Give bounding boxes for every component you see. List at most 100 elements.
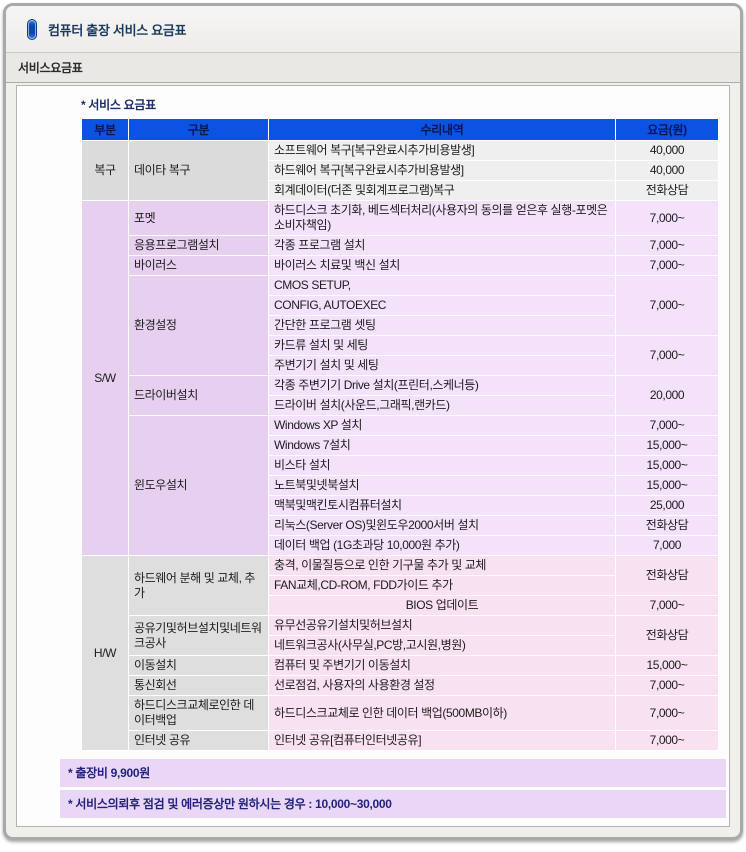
category-cell: 환경설정 [128,275,269,376]
col-header-category: 구분 [128,118,269,141]
table-row: 드라이버설치 각종 주변기기 Drive 설치(프린터,스케너등) 20,000 [82,375,719,416]
price-cell: 40,000 [615,160,719,181]
detail-cell: CONFIG, AUTOEXEC [268,295,616,316]
detail-cell: 각종 주변기기 Drive 설치(프린터,스케너등) [268,375,616,396]
detail-cell: 노트북및넷북설치 [268,475,616,496]
table-row: 주변기기 설치 및 세팅 [82,355,719,376]
detail-cell: 회계데이터(더존 및회계프로그램)복구 [268,180,616,201]
table-head: 부분 구분 수리내역 요금(원) [81,118,719,141]
category-cell: 통신회선 [128,675,269,696]
section-strip: 서비스요금표 [6,52,740,83]
table-caption: * 서비스 요금표 [81,98,156,112]
detail-cell: 각종 프로그램 설치 [268,235,616,256]
category-cell: 공유기및허브설치및네트워크공사 [128,615,269,656]
col-header-part: 부분 [81,118,129,141]
category-cell: 바이러스 [128,255,269,276]
category-cell: 하드디스크교체로인한 데이터백업 [128,695,269,731]
table-row: S/W 포멧 하드디스크 초기화, 베드섹터처리(사용자의 동의를 얻은후 실행-포… [81,200,719,556]
detail-cell: 맥북및맥킨토시컴퓨터설치 [268,495,616,516]
part-cell: 복구 [81,140,129,201]
price-cell: 7,000~ [615,415,719,436]
category-cell: 인터넷 공유 [128,730,269,751]
col-header-price: 요금(원) [615,118,719,141]
table-row: 비스타 설치 15,000~ [82,455,719,476]
price-cell: 7,000~ [615,335,719,376]
detail-cell: 바이러스 치료및 백신 설치 [268,255,616,276]
table-row: 하드디스크교체로인한 데이터백업 하드디스크교체로 인한 데이터 백업(500MB… [82,695,719,731]
detail-cell: 네트워크공사(사무실,PC방,고시원,병원) [268,635,616,656]
part-cell: S/W [81,200,129,556]
price-cell: 7,000~ [615,255,719,276]
price-cell: 15,000~ [615,475,719,496]
table-row: 환경설정 CMOS SETUP, 7,000~ [82,275,719,376]
table-row: H/W 하드웨어 분해 및 교체, 추가 충격, 이물질등으로 인한 기구물 추가 … [81,555,719,751]
price-cell: 25,000 [615,495,719,516]
detail-cell: 충격, 이물질등으로 인한 기구물 추가 및 교체 [268,555,616,576]
price-cell: 15,000~ [615,655,719,676]
table-row: 공유기및허브설치및네트워크공사 유무선공유기설치및허브설치 전화상담 [82,615,719,656]
detail-cell: 유무선공유기설치및허브설치 [268,615,616,636]
detail-cell: 하드디스크교체로 인한 데이터 백업(500MB이하) [268,695,616,731]
price-cell: 7,000~ [615,200,719,236]
table-row: CONFIG, AUTOEXEC [82,295,719,316]
detail-cell: FAN교체,CD-ROM, FDD가이드 추가 [268,575,616,596]
table-row: 바이러스 바이러스 치료및 백신 설치 7,000~ [82,255,719,276]
category-cell: 하드웨어 분해 및 교체, 추가 [128,555,269,616]
table-row: 네트워크공사(사무실,PC방,고시원,병원) [82,635,719,656]
category-cell: 윈도우설치 [128,415,269,556]
price-cell: 전화상담 [615,555,719,596]
page-title: 컴퓨터 출장 서비스 요금표 [48,22,187,38]
price-cell: 7,000~ [615,595,719,616]
notes-area: * 출장비 9,900원 * 서비스의뢰후 점검 및 에러증상만 원하시는 경우… [60,759,726,818]
table-row: 이동설치 컴퓨터 및 주변기기 이동설치 15,000~ [82,655,719,676]
detail-cell: 주변기기 설치 및 세팅 [268,355,616,376]
detail-cell: 간단한 프로그램 셋팅 [268,315,616,336]
note-inspection-fee: * 서비스의뢰후 점검 및 에러증상만 원하시는 경우 : 10,000~30,… [60,790,726,818]
note-visit-fee: * 출장비 9,900원 [60,759,726,787]
detail-cell: 인터넷 공유[컴퓨터인터넷공유] [268,730,616,751]
part-cell: H/W [81,555,129,751]
col-header-detail: 수리내역 [268,118,616,141]
category-cell: 데이타 복구 [128,140,269,201]
table-row: 윈도우설치 Windows XP 설치 7,000~ [82,415,719,556]
detail-cell: 소프트웨어 복구[복구완료시추가비용발생] [268,140,616,161]
detail-cell: Windows XP 설치 [268,415,616,436]
price-table-body: 복구 데이타 복구 소프트웨어 복구[복구완료시추가비용발생] 40,000 하드웨어 … [81,140,719,751]
category-cell: 드라이버설치 [128,375,269,416]
table-row: 간단한 프로그램 셋팅 [82,315,719,336]
detail-cell: CMOS SETUP, [268,275,616,296]
table-row: Windows 7설치 15,000~ [82,435,719,456]
detail-cell: 데이터 백업 (1G초과당 10,000원 추가) [268,535,616,556]
window-frame: 컴퓨터 출장 서비스 요금표 서비스요금표 * 서비스 요금표 부분 구분 수리… [3,3,743,840]
table-row: BIOS 업데이트 7,000~ [82,595,719,616]
table-row: 인터넷 공유 인터넷 공유[컴퓨터인터넷공유] 7,000~ [82,730,719,751]
table-row: 통신회선 선로점검, 사용자의 사용환경 설정 7,000~ [82,675,719,696]
header-row: 부분 구분 수리내역 요금(원) [81,118,719,141]
detail-cell: 드라이버 설치(사운드,그래픽,랜카드) [268,395,616,416]
table-row: 데이터 백업 (1G초과당 10,000원 추가) 7,000 [82,535,719,556]
detail-cell: 하드디스크 초기화, 베드섹터처리(사용자의 동의를 얻은후 실행-포멧은 소비… [268,200,616,236]
price-cell: 7,000 [615,535,719,556]
price-cell: 7,000~ [615,675,719,696]
detail-cell: Windows 7설치 [268,435,616,456]
price-table: 부분 구분 수리내역 요금(원) 복구 데이타 복구 소프트웨어 복구[복구완료시추… [81,118,719,751]
table-row: 카드류 설치 및 세팅 7,000~ [82,335,719,376]
table-row: 하드웨어 복구[복구완료시추가비용발생] 40,000 [82,160,719,181]
table-row: 드라이버 설치(사운드,그래픽,랜카드) [82,395,719,416]
detail-cell: 리눅스(Server OS)및윈도우2000서버 설치 [268,515,616,536]
price-cell: 전화상담 [615,615,719,656]
price-cell: 15,000~ [615,435,719,456]
category-cell: 이동설치 [128,655,269,676]
detail-cell: 하드웨어 복구[복구완료시추가비용발생] [268,160,616,181]
table-row: 응용프로그램설치 각종 프로그램 설치 7,000~ [82,235,719,256]
detail-cell: 비스타 설치 [268,455,616,476]
detail-cell: 컴퓨터 및 주변기기 이동설치 [268,655,616,676]
detail-cell: 카드류 설치 및 세팅 [268,335,616,356]
price-cell: 40,000 [615,140,719,161]
price-cell: 15,000~ [615,455,719,476]
table-row: 복구 데이타 복구 소프트웨어 복구[복구완료시추가비용발생] 40,000 [81,140,719,201]
detail-cell: 선로점검, 사용자의 사용환경 설정 [268,675,616,696]
table-row: FAN교체,CD-ROM, FDD가이드 추가 [82,575,719,596]
category-cell: 응용프로그램설치 [128,235,269,256]
price-cell: 20,000 [615,375,719,416]
